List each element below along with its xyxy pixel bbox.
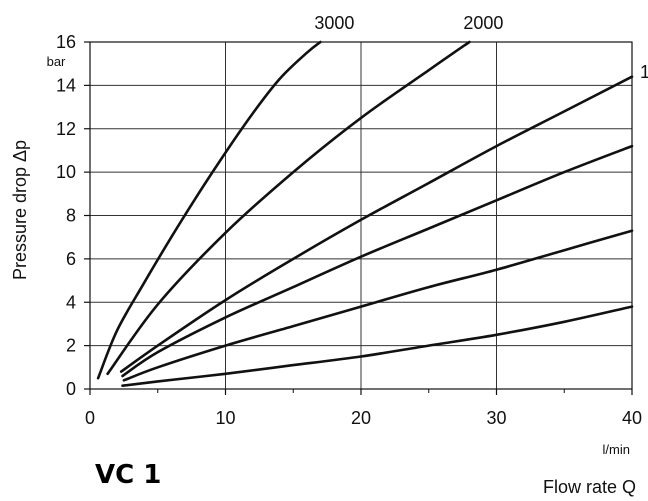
series-line-5 — [122, 229, 634, 382]
series-labels: 3000 2000 1 — [314, 13, 648, 82]
x-tick-label: 0 — [85, 408, 95, 428]
y-tick-label: 6 — [66, 249, 76, 269]
y-tick-label: 16 — [56, 32, 76, 52]
series-line-3 — [119, 75, 634, 373]
series-line-2 — [106, 40, 471, 376]
series-line-6 — [121, 305, 634, 387]
x-tick-labels: 0 10 20 30 40 — [85, 408, 642, 428]
series-line-1 — [96, 40, 322, 380]
y-tick-label: 8 — [66, 206, 76, 226]
y-tick-label: 14 — [56, 75, 76, 95]
y-tick-label: 12 — [56, 119, 76, 139]
y-tick-label: 4 — [66, 292, 76, 312]
series-line-4 — [121, 144, 634, 378]
axis-ticks — [84, 41, 633, 395]
x-axis-title: Flow rate Q — [543, 477, 636, 497]
grid-lines — [90, 42, 632, 389]
y-axis-title: Pressure drop Δp — [10, 140, 30, 280]
x-tick-label: 40 — [622, 408, 642, 428]
y-tick-labels: 0 2 4 6 8 10 12 14 16 — [56, 32, 76, 399]
y-unit-label: bar — [47, 54, 66, 69]
x-tick-label: 30 — [486, 408, 506, 428]
series-lines — [96, 40, 634, 387]
x-tick-label: 10 — [215, 408, 235, 428]
y-tick-label: 0 — [66, 379, 76, 399]
series-label-2000: 2000 — [463, 13, 503, 33]
x-unit-label: l/min — [603, 442, 630, 457]
y-tick-label: 2 — [66, 336, 76, 356]
chart-title: VC 1 — [95, 460, 161, 490]
x-tick-label: 20 — [351, 408, 371, 428]
y-tick-label: 10 — [56, 162, 76, 182]
series-label-clipped: 1 — [640, 62, 648, 82]
series-label-3000: 3000 — [314, 13, 354, 33]
